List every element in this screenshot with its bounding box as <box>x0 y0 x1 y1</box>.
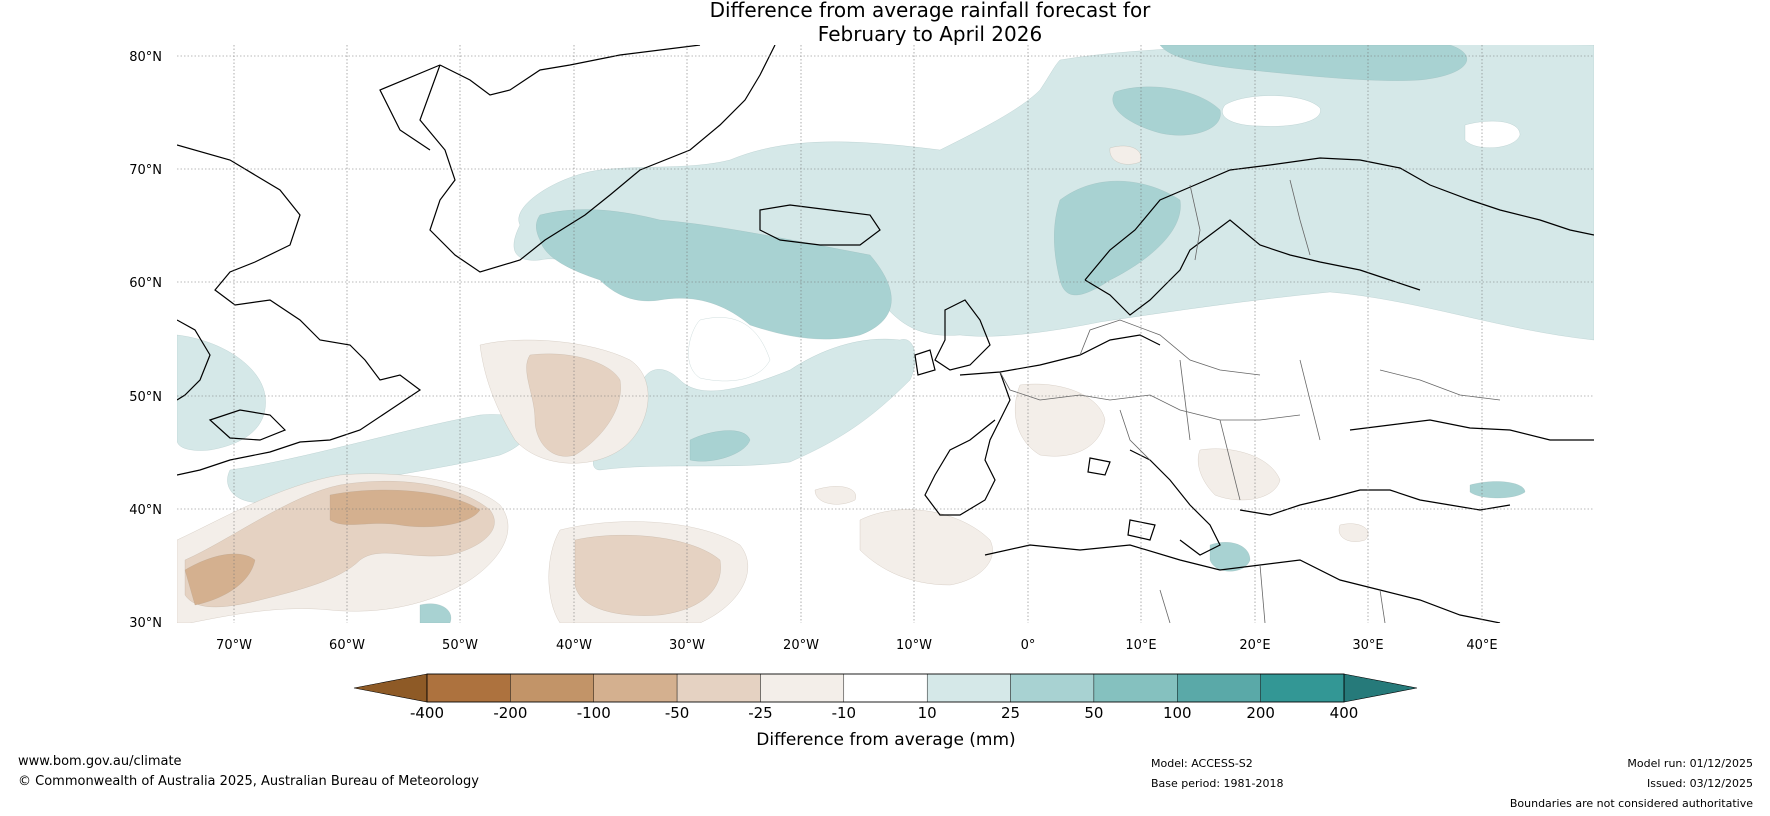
lat-label-60n: 60°N <box>129 276 162 291</box>
lon-label-70w: 70°W <box>216 638 252 653</box>
colorbar-tick-label: -200 <box>493 704 527 722</box>
footer-url[interactable]: www.bom.gov.au/climate <box>18 754 182 769</box>
lon-label-50w: 50°W <box>442 638 478 653</box>
lat-label-30n: 30°N <box>129 616 162 631</box>
lon-label-0: 0° <box>1021 638 1036 653</box>
colorbar-segment-25-to-50 <box>1010 673 1095 703</box>
colorbar-tick-label: 25 <box>1001 704 1020 722</box>
colorbar-tick-label: 50 <box>1084 704 1103 722</box>
colorbar: -400 -200 -100 -50 -25 -10 10 25 50 100 200 400 <box>353 673 1418 722</box>
colorbar-tick-label: -10 <box>832 704 857 722</box>
colorbar-extend-high <box>1343 673 1418 703</box>
lon-label-30w: 30°W <box>669 638 705 653</box>
lon-label-40w: 40°W <box>556 638 592 653</box>
colorbar-tick-label: -50 <box>665 704 690 722</box>
footer-disclaimer: Boundaries are not considered authoritat… <box>1509 797 1753 810</box>
footer-model: Model: ACCESS-S2 <box>1151 757 1253 770</box>
footer-issued: Issued: 03/12/2025 <box>1646 777 1753 790</box>
colorbar-tick-label: 100 <box>1163 704 1192 722</box>
lon-label-30e: 30°E <box>1352 638 1383 653</box>
colorbar-tick-label: -400 <box>410 704 444 722</box>
title-line-2: February to April 2026 <box>817 22 1043 46</box>
colorbar-segment-100-to-200 <box>1177 673 1261 703</box>
colorbar-tick-label: 10 <box>918 704 937 722</box>
colorbar-segment-50-to-100 <box>1093 673 1178 703</box>
wetter-regions <box>177 45 1594 623</box>
colorbar-segment--50-to--25 <box>676 673 761 703</box>
gridlines <box>177 45 1594 623</box>
drier-regions <box>177 145 1369 623</box>
lat-label-50n: 50°N <box>129 390 162 405</box>
lon-label-20w: 20°W <box>783 638 819 653</box>
map-plot-area <box>177 45 1594 623</box>
colorbar-segment-10-to-25 <box>926 673 1011 703</box>
lon-label-10e: 10°E <box>1125 638 1156 653</box>
title-line-1: Difference from average rainfall forecas… <box>709 0 1151 22</box>
colorbar-extend-low <box>353 673 428 703</box>
colorbar-segment--25-to--10 <box>760 673 845 703</box>
colorbar-tick-label: 200 <box>1246 704 1275 722</box>
lat-label-80n: 80°N <box>129 50 162 65</box>
colorbar-tick-label: -25 <box>748 704 773 722</box>
map-title: Difference from average rainfall forecas… <box>0 0 1770 46</box>
lon-label-40e: 40°E <box>1466 638 1497 653</box>
latitude-labels: 80°N 70°N 60°N 50°N 40°N 30°N <box>129 50 162 631</box>
footer-model-run: Model run: 01/12/2025 <box>1627 757 1753 770</box>
colorbar-label: Difference from average (mm) <box>756 730 1015 750</box>
lon-label-20e: 20°E <box>1239 638 1270 653</box>
lat-label-40n: 40°N <box>129 503 162 518</box>
colorbar-segment--200-to--100 <box>510 673 594 703</box>
colorbar-tick-label: -100 <box>577 704 611 722</box>
footer-copyright: © Commonwealth of Australia 2025, Austra… <box>18 774 479 789</box>
colorbar-segment--400-to--200 <box>426 673 511 703</box>
colorbar-tick-label: 400 <box>1330 704 1359 722</box>
footer-base-period: Base period: 1981-2018 <box>1151 777 1284 790</box>
lat-label-70n: 70°N <box>129 163 162 178</box>
longitude-labels: 70°W 60°W 50°W 40°W 30°W 20°W 10°W 0° 10… <box>216 638 1498 653</box>
colorbar-border <box>426 673 1345 703</box>
colorbar-segment--10-to-10 <box>843 673 928 703</box>
lon-label-60w: 60°W <box>329 638 365 653</box>
lon-label-10w: 10°W <box>896 638 932 653</box>
colorbar-segment--100-to--50 <box>593 673 678 703</box>
colorbar-segment-200-to-400 <box>1260 673 1345 703</box>
